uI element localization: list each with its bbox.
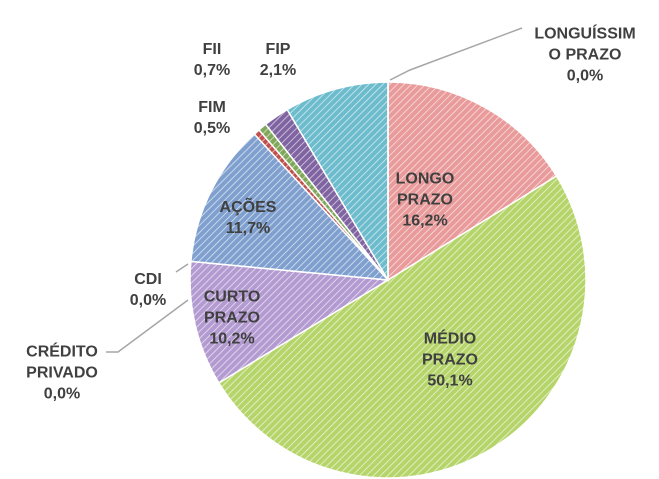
data-label: LONGO PRAZO 16,2% — [380, 169, 470, 232]
pie-slice — [189, 260, 391, 384]
data-label: CRÉDITO PRIVADO 0,0% — [7, 342, 117, 405]
pie-slice — [190, 132, 390, 281]
category-label: FIM — [198, 99, 226, 116]
value-label: 0,0% — [43, 385, 81, 403]
value-label: 50,1% — [427, 372, 473, 390]
data-label: LONGUÍSSIMO PRAZO 0,0% — [530, 24, 640, 87]
value-label: 0,0% — [566, 67, 604, 85]
data-label: FIM 0,5% — [182, 97, 242, 139]
category-label: LONGO PRAZO — [395, 170, 455, 209]
category-label: FIP — [265, 41, 291, 58]
leader-line — [175, 263, 189, 273]
category-label: MÉDIO PRAZO — [422, 330, 478, 369]
leader-line — [106, 299, 189, 353]
category-label: LONGUÍSSIMO PRAZO — [534, 25, 636, 64]
value-label: 0,5% — [193, 120, 231, 137]
data-label: CURTO PRAZO 10,2% — [187, 287, 277, 350]
value-label: 0,7% — [193, 62, 231, 79]
pie-slice — [387, 81, 558, 282]
leader-line — [389, 27, 523, 81]
category-label: AÇÕES — [219, 199, 277, 216]
value-label: 11,7% — [225, 220, 271, 237]
data-label: CDI 0,0% — [118, 269, 178, 311]
data-label: FII 0,7% — [182, 39, 242, 81]
value-label: 2,1% — [259, 62, 297, 79]
data-label: MÉDIO PRAZO 50,1% — [400, 329, 500, 392]
value-label: 10,2% — [209, 330, 255, 348]
data-label: FIP 2,1% — [248, 39, 308, 81]
category-label: FII — [202, 41, 222, 58]
value-label: 0,0% — [129, 292, 167, 309]
category-label: CURTO PRAZO — [203, 288, 261, 327]
data-label: AÇÕES 11,7% — [203, 197, 293, 239]
value-label: 16,2% — [402, 212, 448, 230]
category-label: CDI — [134, 271, 162, 288]
pie-slice — [286, 81, 389, 283]
category-label: CRÉDITO PRIVADO — [26, 343, 98, 382]
pie-slice — [217, 174, 587, 479]
